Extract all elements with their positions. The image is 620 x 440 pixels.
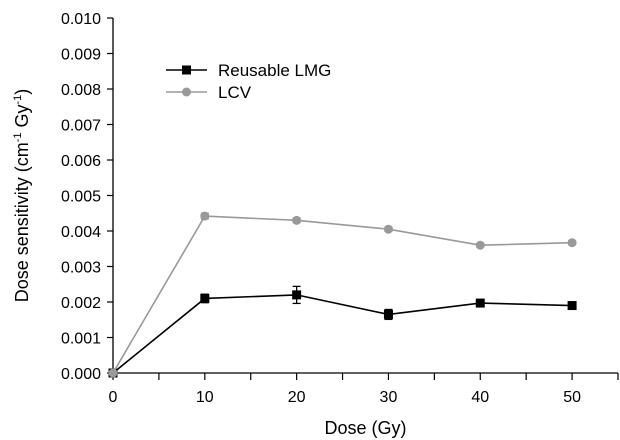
legend: Reusable LMG LCV bbox=[166, 61, 331, 102]
y-tick-label: 0.009 bbox=[61, 47, 101, 64]
legend-marker bbox=[182, 65, 191, 75]
y-axis-ticks: 0.000 0.001 0.002 0.003 0.004 0.005 0.006 0.007… bbox=[61, 11, 113, 383]
y-tick-label: 0.010 bbox=[61, 11, 101, 28]
series-line bbox=[112, 294, 573, 374]
series-layer bbox=[108, 211, 577, 378]
y-axis-title-end: ) bbox=[12, 89, 32, 95]
y-axis-title-mid: Gy bbox=[12, 104, 32, 132]
data-point bbox=[567, 301, 577, 311]
data-point bbox=[475, 298, 485, 308]
data-point bbox=[292, 290, 302, 300]
y-tick-label: 0.005 bbox=[61, 189, 101, 206]
data-point bbox=[567, 238, 577, 248]
y-tick-label: 0.002 bbox=[61, 295, 101, 312]
data-point bbox=[383, 224, 393, 234]
data-point bbox=[200, 293, 210, 303]
y-tick-label: 0.000 bbox=[61, 366, 101, 383]
legend-marker bbox=[182, 87, 191, 97]
x-axis-ticks: 0 10 20 30 40 50 bbox=[109, 373, 619, 406]
x-tick-label: 40 bbox=[471, 389, 489, 406]
series-lcv bbox=[108, 211, 577, 378]
y-tick-label: 0.003 bbox=[61, 260, 101, 277]
series-reusable-lmg bbox=[108, 285, 577, 378]
y-tick-label: 0.006 bbox=[61, 153, 101, 170]
y-axis-title-main: Dose sensitivity (cm bbox=[12, 142, 32, 302]
legend-label: LCV bbox=[218, 83, 252, 102]
x-axis-title: Dose (Gy) bbox=[324, 418, 406, 438]
y-axis-title-sup2: -1 bbox=[12, 95, 24, 105]
y-axis-title: Dose sensitivity (cm-1 Gy-1) bbox=[12, 89, 32, 303]
legend-item: LCV bbox=[166, 83, 252, 102]
y-tick-label: 0.007 bbox=[61, 118, 101, 135]
data-point bbox=[292, 215, 302, 225]
y-tick-label: 0.004 bbox=[61, 224, 101, 241]
legend-label: Reusable LMG bbox=[218, 61, 331, 80]
data-point bbox=[200, 211, 210, 221]
x-tick-label: 20 bbox=[288, 389, 306, 406]
x-tick-label: 30 bbox=[380, 389, 398, 406]
data-point bbox=[108, 368, 118, 378]
y-tick-label: 0.001 bbox=[61, 331, 101, 348]
data-point bbox=[475, 240, 485, 250]
legend-item: Reusable LMG bbox=[166, 61, 331, 80]
x-tick-label: 0 bbox=[109, 389, 118, 406]
y-tick-label: 0.008 bbox=[61, 82, 101, 99]
y-axis-title-sup1: -1 bbox=[12, 132, 24, 142]
x-tick-label: 50 bbox=[563, 389, 581, 406]
series-line bbox=[112, 215, 573, 374]
data-point bbox=[383, 309, 393, 319]
x-tick-label: 10 bbox=[196, 389, 214, 406]
